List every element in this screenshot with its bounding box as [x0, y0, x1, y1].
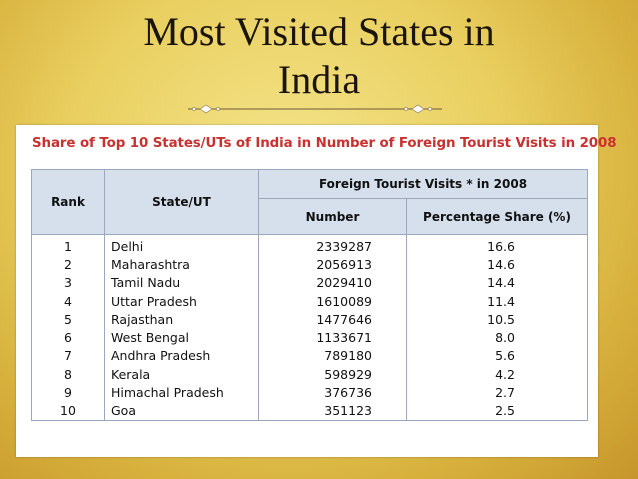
number-cell: 2339287 — [258, 234, 407, 256]
state-cell: Kerala — [104, 365, 259, 384]
share-cell: 14.6 — [406, 255, 588, 274]
number-cell: 2029410 — [258, 273, 407, 292]
column-header-rank: Rank — [31, 169, 105, 235]
share-cell: 11.4 — [406, 291, 588, 311]
state-cell: Maharashtra — [104, 255, 259, 274]
rank-cell: 7 — [31, 346, 105, 366]
number-cell: 376736 — [258, 383, 407, 402]
state-cell: Tamil Nadu — [104, 273, 259, 292]
slide-title-line-2: India — [277, 57, 361, 102]
state-cell: Uttar Pradesh — [104, 291, 259, 311]
share-cell: 2.5 — [406, 401, 588, 421]
state-cell: Delhi — [104, 234, 259, 256]
rank-cell: 3 — [31, 273, 105, 292]
table-row: 1 Delhi 2339287 16.6 — [31, 234, 588, 256]
slide-title-line-1: Most Visited States in — [143, 9, 495, 54]
rank-cell: 9 — [31, 383, 105, 402]
table-row: 8 Kerala 598929 4.2 — [31, 365, 588, 384]
rank-cell: 5 — [31, 310, 105, 329]
table-row: 6 West Bengal 1133671 8.0 — [31, 328, 588, 347]
table-row: 2 Maharashtra 2056913 14.6 — [31, 255, 588, 274]
state-cell: West Bengal — [104, 328, 259, 347]
rank-cell: 10 — [31, 401, 105, 421]
table-title: Share of Top 10 States/UTs of India in N… — [32, 136, 617, 151]
number-cell: 351123 — [258, 401, 407, 421]
state-cell: Andhra Pradesh — [104, 346, 259, 366]
table-row: 4 Uttar Pradesh 1610089 11.4 — [31, 291, 588, 311]
column-header-number: Number — [258, 198, 407, 235]
tourist-visits-table: Rank State/UT Foreign Tourist Visits * i… — [31, 169, 588, 421]
number-cell: 2056913 — [258, 255, 407, 274]
number-cell: 789180 — [258, 346, 407, 366]
number-cell: 598929 — [258, 365, 407, 384]
rank-cell: 8 — [31, 365, 105, 384]
column-header-state: State/UT — [104, 169, 259, 235]
share-cell: 14.4 — [406, 273, 588, 292]
share-cell: 8.0 — [406, 328, 588, 347]
table-row: 3 Tamil Nadu 2029410 14.4 — [31, 273, 588, 292]
share-cell: 5.6 — [406, 346, 588, 366]
state-cell: Rajasthan — [104, 310, 259, 329]
share-cell: 10.5 — [406, 310, 588, 329]
table-row: 9 Himachal Pradesh 376736 2.7 — [31, 383, 588, 402]
table-row: 5 Rajasthan 1477646 10.5 — [31, 310, 588, 329]
rank-cell: 1 — [31, 234, 105, 256]
share-cell: 16.6 — [406, 234, 588, 256]
rank-cell: 2 — [31, 255, 105, 274]
column-group-header: Foreign Tourist Visits * in 2008 — [258, 169, 588, 199]
share-cell: 4.2 — [406, 365, 588, 384]
column-header-share: Percentage Share (%) — [406, 198, 588, 235]
table-row: 10 Goa 351123 2.5 — [31, 401, 588, 421]
title-divider-ornament — [188, 104, 442, 114]
number-cell: 1610089 — [258, 291, 407, 311]
slide-title: Most Visited States in India — [0, 8, 638, 104]
rank-cell: 6 — [31, 328, 105, 347]
number-cell: 1133671 — [258, 328, 407, 347]
state-cell: Goa — [104, 401, 259, 421]
table-panel: Share of Top 10 States/UTs of India in N… — [16, 125, 617, 457]
table-row: 7 Andhra Pradesh 789180 5.6 — [31, 346, 588, 366]
state-cell: Himachal Pradesh — [104, 383, 259, 402]
rank-cell: 4 — [31, 291, 105, 311]
number-cell: 1477646 — [258, 310, 407, 329]
share-cell: 2.7 — [406, 383, 588, 402]
